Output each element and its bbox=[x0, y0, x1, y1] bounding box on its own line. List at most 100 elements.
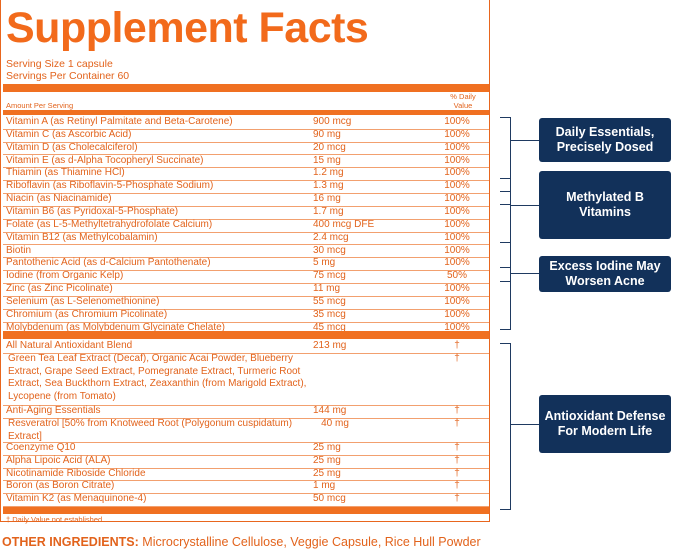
nutrient-dv: 100% bbox=[444, 180, 470, 192]
resveratrol-dv: † bbox=[454, 418, 460, 429]
nutrient-amount: 75 mcg bbox=[313, 270, 346, 282]
nutrient-name: Vitamin D (as Cholecalciferol) bbox=[6, 141, 138, 153]
nutrient-name: Vitamin C (as Ascorbic Acid) bbox=[6, 128, 132, 140]
blend-contents: Green Tea Leaf Extract (Decaf), Organic … bbox=[3, 353, 489, 406]
nutrient-dv: † bbox=[454, 454, 460, 466]
nutrient-name: Folate (as L-5-Methyltetrahydrofolate Ca… bbox=[6, 218, 213, 230]
table-row: Nicotinamide Riboside Chloride 25 mg † bbox=[3, 468, 489, 482]
nutrient-name: Coenzyme Q10 bbox=[6, 442, 76, 453]
nutrient-dv: † bbox=[454, 442, 460, 453]
blend-row: All Natural Antioxidant Blend 213 mg † bbox=[3, 340, 489, 354]
table-row: Thiamin (as Thiamine HCl) 1.2 mg 100% bbox=[3, 167, 489, 182]
table-row: Riboflavin (as Riboflavin-5-Phosphate So… bbox=[3, 180, 489, 195]
nutrient-amount: 400 mcg DFE bbox=[313, 218, 375, 230]
callout-antioxidant: Antioxidant Defense For Modern Life bbox=[539, 395, 671, 453]
nutrient-amount: 16 mg bbox=[313, 193, 341, 205]
nutrient-name: Thiamin (as Thiamine HCl) bbox=[6, 167, 125, 179]
nutrient-dv: 100% bbox=[444, 116, 470, 127]
nutrient-name: Iodine (from Organic Kelp) bbox=[6, 270, 124, 282]
nutrient-amount: 15 mg bbox=[313, 154, 341, 166]
nutrient-amount: 900 mcg bbox=[313, 116, 352, 127]
blend-dv: † bbox=[454, 340, 460, 351]
table-row: Biotin 30 mcg 100% bbox=[3, 245, 489, 259]
table-row: Vitamin C (as Ascorbic Acid) 90 mg 100% bbox=[3, 129, 489, 143]
nutrient-amount: 45 mcg bbox=[313, 321, 346, 333]
nutrient-name: Alpha Lipoic Acid (ALA) bbox=[6, 454, 111, 466]
nutrient-dv: 100% bbox=[444, 193, 470, 205]
nutrient-name: Selenium (as L-Selenomethionine) bbox=[6, 295, 160, 307]
table-row: Chromium (as Chromium Picolinate) 35 mcg 1… bbox=[3, 309, 489, 323]
nutrient-amount: 1.3 mg bbox=[313, 180, 344, 192]
nutrient-name: Vitamin B6 (as Pyridoxal-5-Phosphate) bbox=[6, 205, 179, 217]
nutrient-dv: 100% bbox=[444, 154, 470, 166]
header-dv-line1: % Daily bbox=[450, 92, 476, 101]
blend-contents-text: Green Tea Leaf Extract (Decaf), Organic … bbox=[8, 353, 307, 402]
nutrient-amount: 11 mg bbox=[313, 283, 341, 295]
bracket-antioxidant bbox=[500, 343, 511, 510]
blend-contents-dv: † bbox=[454, 353, 460, 364]
nutrient-amount: 25 mg bbox=[313, 467, 341, 479]
nutrient-dv: 100% bbox=[444, 231, 470, 243]
nutrient-dv: 100% bbox=[444, 257, 470, 269]
nutrient-name: Vitamin A (as Retinyl Palmitate and Beta… bbox=[6, 116, 233, 127]
callout-methylated-b: Methylated B Vitamins bbox=[539, 171, 671, 239]
nutrient-amount: 25 mg bbox=[313, 454, 341, 466]
nutrient-dv: 100% bbox=[444, 308, 470, 320]
bracket-methylated bbox=[500, 178, 511, 192]
callout-daily-essentials: Daily Essentials, Precisely Dosed bbox=[539, 118, 671, 162]
anti-aging-amount: 144 mg bbox=[313, 405, 347, 416]
table-row: Coenzyme Q10 25 mg † bbox=[3, 442, 489, 456]
nutrient-name: Pantothenic Acid (as d-Calcium Pantothen… bbox=[6, 257, 211, 269]
table-row: Zinc (as Zinc Picolinate) 11 mg 100% bbox=[3, 283, 489, 297]
bracket-iodine bbox=[500, 267, 511, 282]
stem-antioxidant bbox=[511, 424, 539, 425]
nutrient-dv: 50% bbox=[446, 270, 467, 282]
anti-aging-dv: † bbox=[454, 405, 460, 416]
nutrient-amount: 55 mcg bbox=[313, 295, 346, 307]
table-row: Vitamin E (as d-Alpha Tocopheryl Succina… bbox=[3, 155, 489, 169]
other-ingredients-label: OTHER INGREDIENTS: bbox=[2, 535, 139, 549]
table-row: Niacin (as Niacinamide) 16 mg 100% bbox=[3, 193, 489, 207]
table-row: Iodine (from Organic Kelp) 75 mcg 50% bbox=[3, 270, 489, 284]
table-row: Boron (as Boron Citrate) 1 mg † bbox=[3, 480, 489, 495]
anti-aging-name: Anti-Aging Essentials bbox=[6, 405, 101, 416]
nutrient-amount: 25 mg bbox=[313, 442, 341, 453]
servings-per-container: Servings Per Container 60 bbox=[6, 70, 130, 82]
other-ingredients: OTHER INGREDIENTS: Microcrystalline Cell… bbox=[2, 535, 481, 549]
table-row: Vitamin B12 (as Methylcobalamin) 2.4 mcg 1… bbox=[3, 232, 489, 246]
stem-iodine bbox=[511, 273, 539, 274]
nutrient-name: Vitamin B12 (as Methylcobalamin) bbox=[6, 231, 158, 243]
table-row: Vitamin B6 (as Pyridoxal-5-Phosphate) 1.7… bbox=[3, 206, 489, 220]
header-amount-per-serving: Amount Per Serving bbox=[6, 101, 74, 110]
nutrient-name: Chromium (as Chromium Picolinate) bbox=[6, 308, 168, 320]
nutrient-amount: 30 mcg bbox=[313, 244, 346, 256]
nutrient-amount: 1.2 mg bbox=[313, 167, 344, 179]
resveratrol-name: Resveratrol [50% from Knotweed Root (Pol… bbox=[8, 418, 293, 442]
nutrient-name: Riboflavin (as Riboflavin-5-Phosphate So… bbox=[6, 180, 214, 192]
nutrient-amount: 90 mg bbox=[313, 128, 341, 140]
nutrient-name: Zinc (as Zinc Picolinate) bbox=[6, 283, 113, 295]
nutrient-amount: 1.7 mg bbox=[313, 205, 344, 217]
table-row: Folate (as L-5-Methyltetrahydrofolate Ca… bbox=[3, 219, 489, 233]
header-thick-bar bbox=[3, 110, 489, 115]
header-dv-line2: Value bbox=[453, 101, 473, 110]
nutrient-dv: † bbox=[454, 480, 460, 492]
nutrient-amount: 5 mg bbox=[313, 257, 336, 269]
nutrient-dv: 100% bbox=[444, 283, 470, 295]
table-row: Vitamin A (as Retinyl Palmitate and Beta… bbox=[3, 116, 489, 130]
nutrient-dv: † bbox=[454, 467, 460, 479]
table-row: Selenium (as L-Selenomethionine) 55 mcg 10… bbox=[3, 296, 489, 310]
nutrient-dv: 100% bbox=[444, 321, 470, 333]
nutrient-amount: 2.4 mcg bbox=[313, 231, 349, 243]
nutrient-name: Biotin bbox=[6, 244, 32, 256]
nutrient-dv: † bbox=[454, 493, 460, 505]
nutrient-dv: 100% bbox=[444, 244, 470, 256]
nutrient-name: Vitamin E (as d-Alpha Tocopheryl Succina… bbox=[6, 154, 204, 166]
nutrient-name: Nicotinamide Riboside Chloride bbox=[6, 467, 146, 479]
footnote: † Daily Value not established. bbox=[6, 515, 105, 524]
serving-size: Serving Size 1 capsule bbox=[6, 58, 113, 70]
page-title: Supplement Facts bbox=[6, 4, 369, 52]
supplement-facts-panel: Supplement Facts Serving Size 1 capsule … bbox=[0, 0, 490, 524]
blend-name: All Natural Antioxidant Blend bbox=[6, 340, 133, 351]
header-daily-value: % Daily Value bbox=[441, 92, 485, 110]
